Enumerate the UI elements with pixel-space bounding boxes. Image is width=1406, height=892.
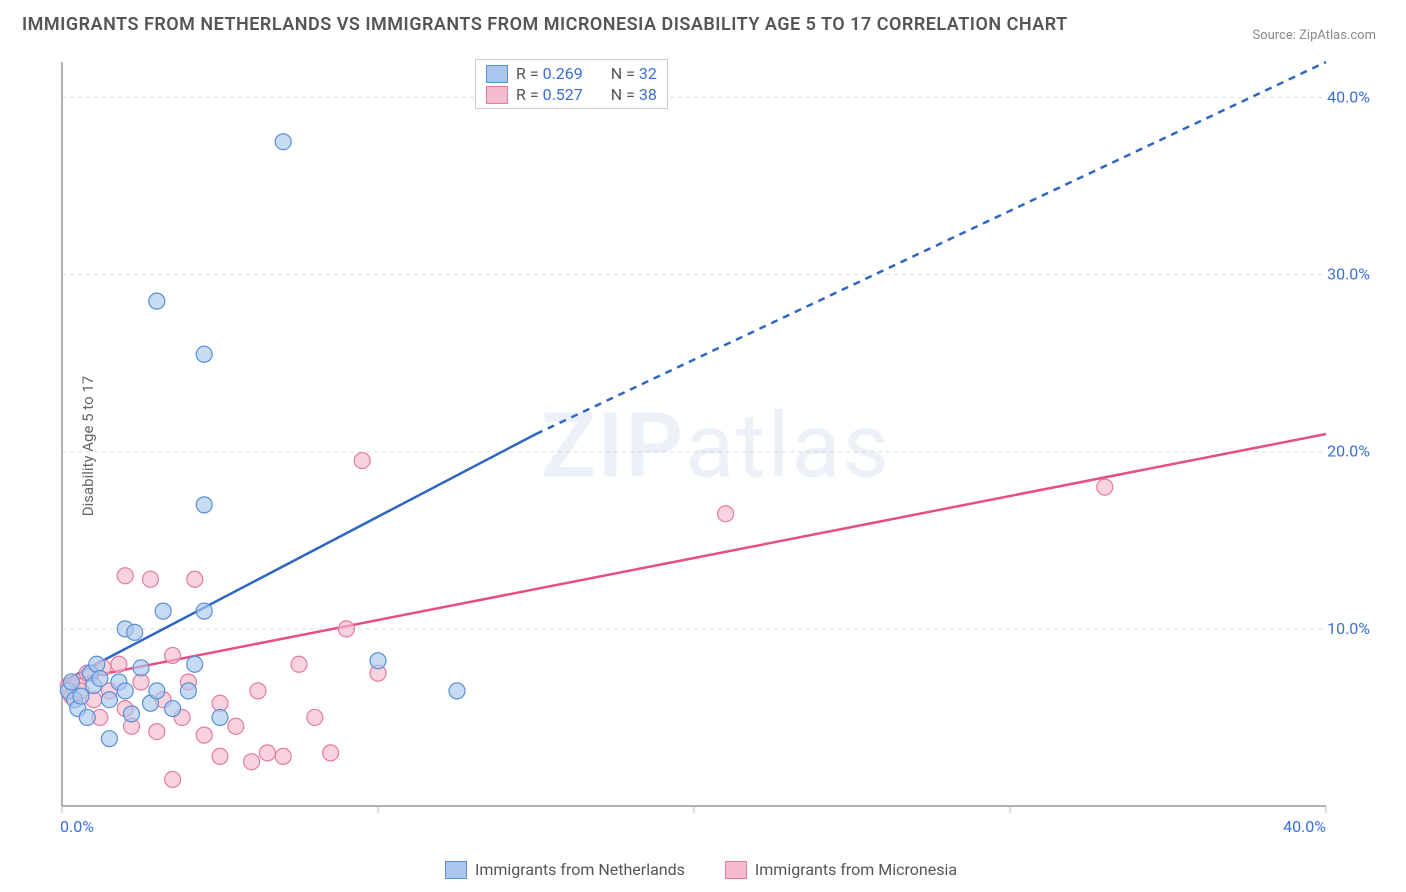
chart-svg: 10.0% 20.0% 30.0% 40.0% 0.0% 40.0% (56, 56, 1376, 836)
legend-label: Immigrants from Micronesia (755, 860, 957, 879)
svg-text:30.0%: 30.0% (1327, 265, 1370, 284)
chart-title: IMMIGRANTS FROM NETHERLANDS VS IMMIGRANT… (22, 14, 1068, 35)
svg-text:0.0%: 0.0% (60, 817, 94, 836)
swatch-icon (445, 861, 467, 879)
swatch-icon (486, 65, 508, 83)
svg-text:20.0%: 20.0% (1327, 442, 1370, 461)
r-label: R = 0.269 (516, 64, 583, 83)
n-label: N = 38 (597, 85, 657, 104)
legend-series: Immigrants from Netherlands Immigrants fr… (445, 860, 957, 879)
svg-text:40.0%: 40.0% (1327, 87, 1370, 106)
chart-container: IMMIGRANTS FROM NETHERLANDS VS IMMIGRANT… (0, 0, 1406, 892)
plot-area: 10.0%20.0%30.0%40.0%0.0%40.0% ZIPatlas (56, 56, 1376, 836)
swatch-icon (486, 86, 508, 104)
r-label: R = 0.527 (516, 85, 583, 104)
legend-stat-row: R = 0.269 N = 32 (486, 64, 657, 83)
legend-item: Immigrants from Micronesia (725, 860, 957, 879)
swatch-icon (725, 861, 747, 879)
n-label: N = 32 (597, 64, 657, 83)
source-label: Source: ZipAtlas.com (1252, 28, 1376, 43)
legend-stats: R = 0.269 N = 32 R = 0.527 N = 38 (475, 59, 668, 109)
legend-label: Immigrants from Netherlands (475, 860, 685, 879)
svg-text:40.0%: 40.0% (1283, 817, 1326, 836)
svg-text:10.0%: 10.0% (1327, 619, 1370, 638)
legend-stat-row: R = 0.527 N = 38 (486, 85, 657, 104)
legend-item: Immigrants from Netherlands (445, 860, 685, 879)
